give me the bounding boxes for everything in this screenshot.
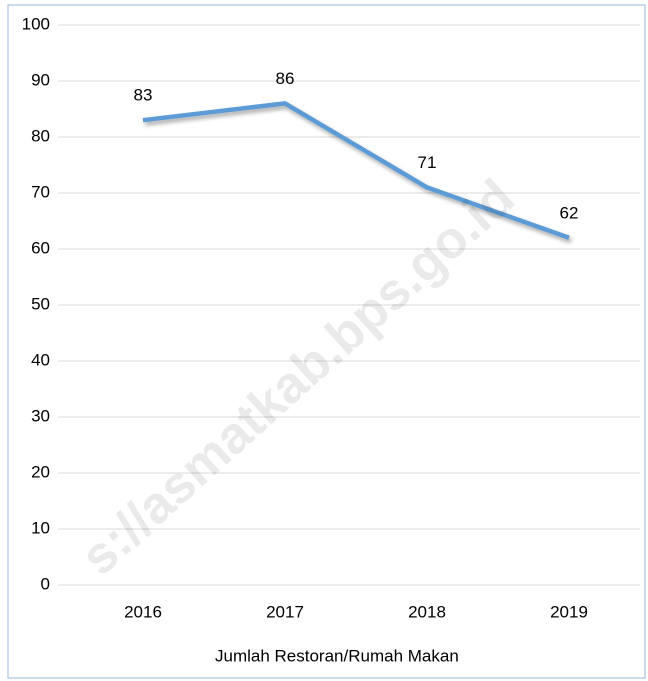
y-tick-label: 40 (31, 350, 50, 369)
x-tick-label: 2018 (408, 602, 446, 621)
y-tick-label: 60 (31, 238, 50, 257)
y-tick-label: 20 (31, 462, 50, 481)
y-tick-label: 30 (31, 406, 50, 425)
x-tick-label: 2017 (266, 602, 304, 621)
data-label: 62 (560, 203, 579, 222)
y-tick-label: 0 (41, 574, 50, 593)
plot-area: 0 10 20 30 40 50 60 70 80 90 100 2016 2017 2018 2019 83… (22, 14, 640, 665)
y-tick-label: 70 (31, 182, 50, 201)
y-tick-label: 50 (31, 294, 50, 313)
data-label: 83 (134, 86, 153, 105)
y-tick-label: 90 (31, 70, 50, 89)
data-label: 86 (276, 69, 295, 88)
y-tick-label: 80 (31, 126, 50, 145)
chart-border (7, 4, 646, 679)
y-tick-label: 100 (22, 14, 50, 33)
x-tick-label: 2019 (550, 602, 588, 621)
x-tick-label: 2016 (124, 602, 162, 621)
series-line (142, 101, 570, 240)
legend-label: Jumlah Restoran/Rumah Makan (215, 646, 459, 665)
data-label: 71 (418, 153, 437, 172)
y-tick-label: 10 (31, 518, 50, 537)
